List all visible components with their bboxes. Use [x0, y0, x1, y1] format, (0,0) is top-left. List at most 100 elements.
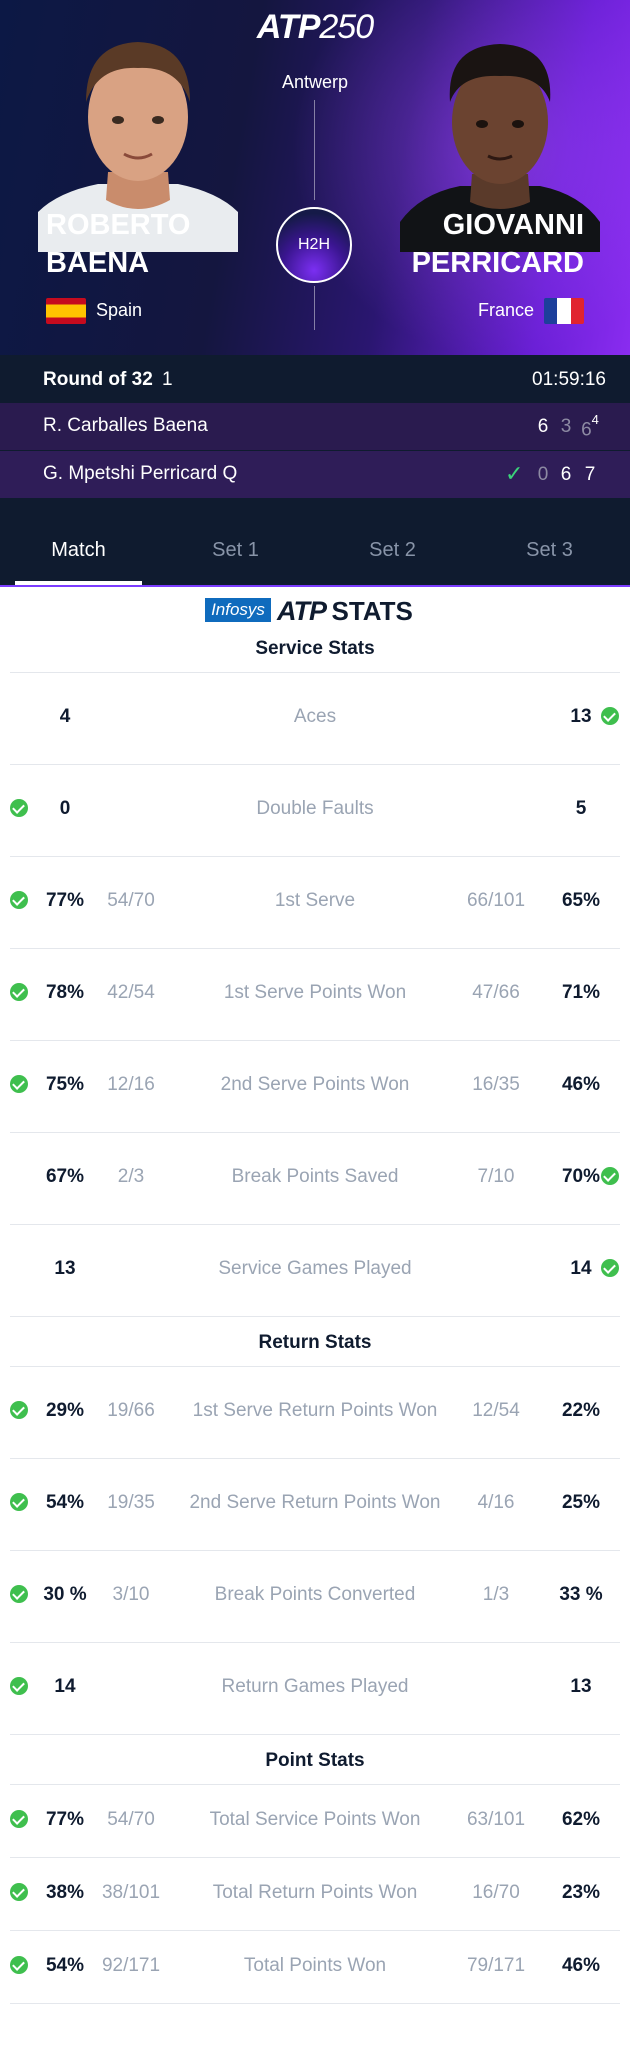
winner-check-icon: ✓: [505, 461, 524, 486]
leader-check-icon: [10, 1809, 28, 1828]
player1-photo: [38, 42, 238, 252]
atp-wordmark: ATP: [277, 596, 326, 626]
tab-set-2[interactable]: Set 2: [314, 515, 471, 585]
left-value: 0: [59, 798, 71, 819]
tab-label: Set 1: [212, 539, 259, 561]
stat-label: Total Points Won: [243, 1954, 387, 1976]
tab-label: Set 2: [369, 539, 416, 561]
tab-set-3[interactable]: Set 3: [471, 515, 628, 585]
stat-label: Total Service Points Won: [209, 1808, 421, 1830]
right-value: 13: [570, 706, 592, 727]
right-value: 25%: [561, 1492, 601, 1513]
left-fraction: 19/35: [107, 1492, 155, 1513]
row-divider: [10, 856, 620, 857]
right-value: 14: [570, 1258, 592, 1279]
tournament-city: Antwerp: [281, 72, 349, 92]
left-value: 4: [59, 706, 71, 727]
left-value: 77%: [45, 890, 85, 911]
left-value: 38%: [45, 1881, 85, 1903]
player2-name[interactable]: GIOVANNI PERRICARD: [412, 206, 584, 282]
score-panel: Round of 32 1 01:59:16 R. Carballes Baen…: [0, 355, 630, 587]
leader-check-icon: [601, 1259, 619, 1277]
tab-match[interactable]: Match: [0, 515, 157, 585]
row-divider: [10, 764, 620, 765]
stat-row: 67% 2/3 Break Points Saved 7/10 70%: [0, 1158, 630, 1198]
left-value: 14: [54, 1676, 76, 1697]
player2-short-name: G. Mpetshi Perricard Q: [43, 463, 238, 484]
stat-row: 38% 38/101 Total Return Points Won 16/70 23%: [0, 1874, 630, 1914]
left-value: 54%: [45, 1954, 85, 1976]
stat-row: 75% 12/16 2nd Serve Points Won 16/35 46%: [0, 1066, 630, 1106]
left-value: 30 %: [43, 1584, 87, 1605]
score-row-player2: G. Mpetshi Perricard Q ✓ 0 6 7: [0, 451, 630, 498]
h2h-button[interactable]: H2H: [276, 207, 352, 283]
tab-set-1[interactable]: Set 1: [157, 515, 314, 585]
center-divider-bottom: [314, 286, 315, 330]
stat-row: 14 Return Games Played 13: [0, 1668, 630, 1708]
stat-label: Total Return Points Won: [212, 1881, 418, 1903]
set-score: 7: [584, 464, 596, 485]
left-value: 75%: [45, 1074, 85, 1095]
row-divider: [10, 1224, 620, 1225]
row-divider: [10, 1366, 620, 1367]
right-value: 13: [570, 1676, 592, 1697]
player2-last-name: PERRICARD: [411, 247, 584, 279]
row-divider: [10, 1642, 620, 1643]
set-score: 0: [537, 464, 549, 485]
leader-check-icon: [10, 1401, 28, 1419]
stat-label: 1st Serve Points Won: [223, 982, 407, 1003]
set-score: 6: [560, 464, 572, 485]
row-divider: [10, 1132, 620, 1133]
row-divider: [10, 1857, 620, 1858]
right-fraction: 79/171: [466, 1954, 526, 1976]
round-number: 1: [162, 369, 173, 390]
atp-stats-wordmark: ATP STATS: [277, 596, 413, 627]
right-value: 22%: [561, 1400, 601, 1421]
stat-label: 2nd Serve Points Won: [220, 1074, 410, 1095]
stat-label: Break Points Converted: [214, 1584, 416, 1605]
leader-check-icon: [601, 1167, 619, 1185]
infosys-logo: Infosys: [205, 598, 271, 622]
leader-check-icon: [10, 891, 28, 909]
row-divider: [10, 1316, 620, 1317]
leader-check-icon: [10, 1955, 28, 1974]
leader-check-icon: [601, 707, 619, 725]
row-divider: [10, 1930, 620, 1931]
right-fraction: 7/10: [477, 1166, 515, 1187]
right-fraction: 16/35: [472, 1074, 520, 1095]
right-value: 71%: [561, 982, 601, 1003]
center-divider-top: [314, 100, 315, 200]
leader-check-icon: [10, 1882, 28, 1901]
match-duration: 01:59:16: [532, 369, 606, 390]
spain-flag-icon: [46, 298, 86, 324]
leader-check-icon: [10, 1075, 28, 1093]
player2-photo: [400, 44, 600, 252]
player1-name[interactable]: ROBERTO BAENA: [46, 206, 190, 282]
leader-check-icon: [10, 983, 28, 1001]
tiebreak-score: 4: [591, 412, 599, 427]
player1-first-name: ROBERTO: [46, 209, 191, 241]
score-row-player1: R. Carballes Baena 6 3 64: [0, 403, 630, 450]
left-value: 78%: [45, 982, 85, 1003]
left-value: 77%: [45, 1808, 85, 1830]
leader-check-icon: [10, 799, 28, 817]
section-title: Return Stats: [258, 1332, 372, 1353]
player1-country: Spain: [96, 300, 143, 320]
france-flag-icon: [544, 298, 584, 324]
right-fraction: 4/16: [477, 1492, 515, 1513]
row-divider: [10, 1784, 620, 1785]
right-fraction: 12/54: [472, 1400, 520, 1421]
set-score: 6: [537, 416, 549, 437]
right-value: 23%: [561, 1881, 601, 1903]
stat-label: Service Games Played: [218, 1258, 412, 1279]
left-fraction: 12/16: [107, 1074, 155, 1095]
tabs-bottom-line: [0, 585, 630, 587]
set-score-value: 6: [581, 419, 592, 441]
right-value: 46%: [561, 1074, 601, 1095]
set-tabs: Match Set 1 Set 2 Set 3: [0, 515, 630, 587]
stat-label: Return Games Played: [221, 1676, 409, 1697]
left-value: 54%: [45, 1492, 85, 1513]
left-fraction: 3/10: [112, 1584, 150, 1605]
right-value: 65%: [561, 890, 601, 911]
round-label: Round of 32: [43, 369, 153, 390]
